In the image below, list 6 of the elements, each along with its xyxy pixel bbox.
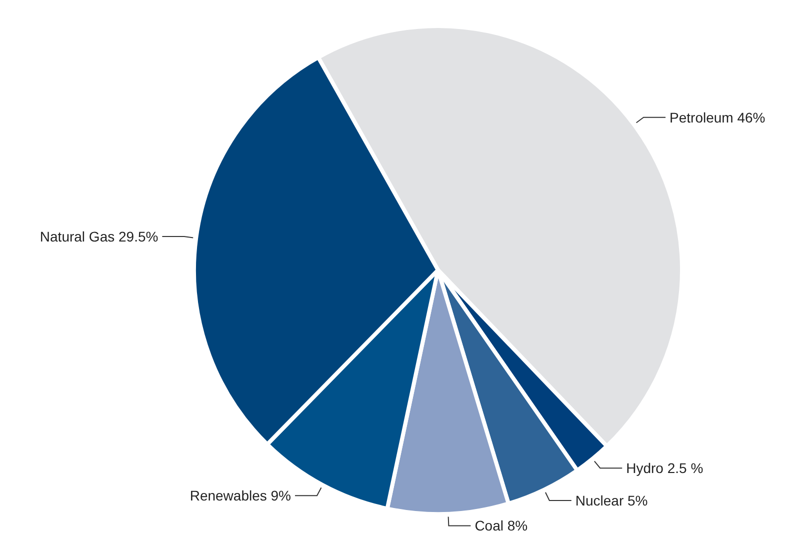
slice-label: Hydro 2.5 % — [626, 460, 704, 476]
slice-label: Petroleum 46% — [670, 109, 766, 126]
slice-label: Coal 8% — [474, 518, 528, 534]
slice-label: Natural Gas 29.5% — [40, 228, 158, 244]
slice-label: Renewables 9% — [190, 488, 291, 504]
slice-label: Nuclear 5% — [575, 492, 648, 508]
